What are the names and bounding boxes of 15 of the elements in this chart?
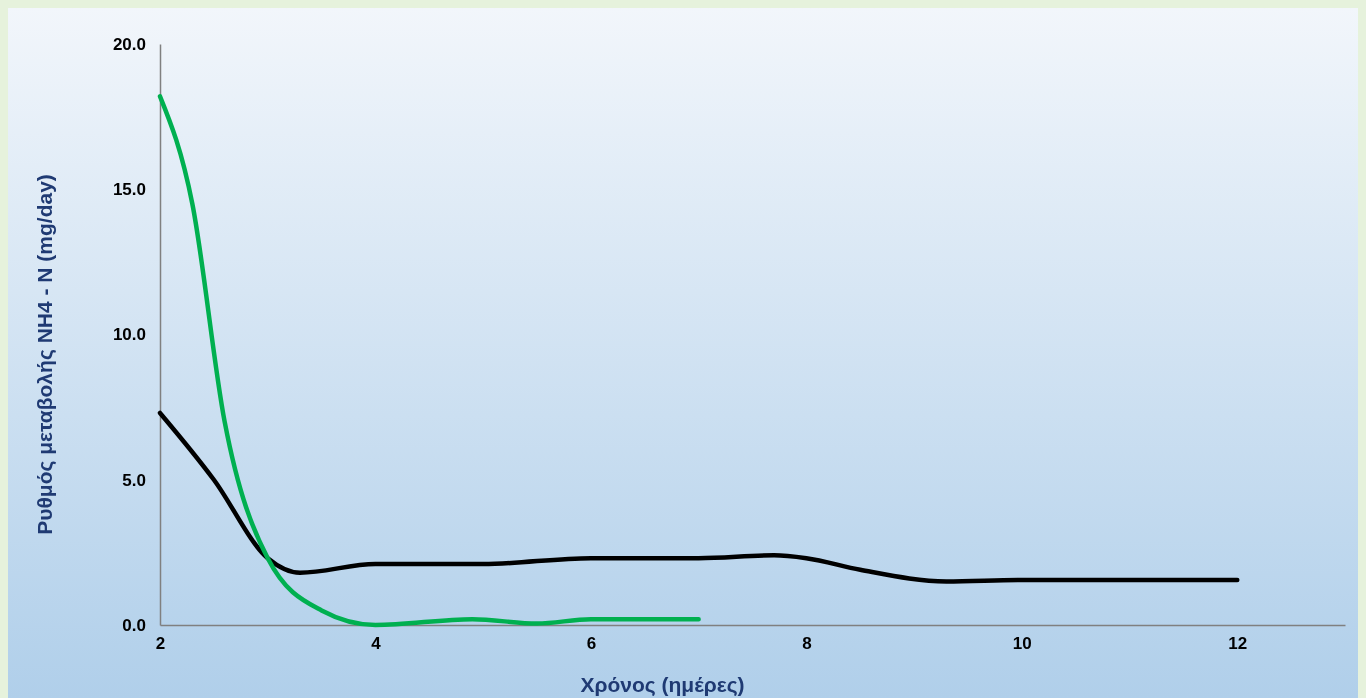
x-axis-title: Χρόνος (ημέρες)	[580, 673, 745, 697]
line-series	[157, 410, 1240, 584]
y-tick-label: 15.0	[112, 180, 146, 200]
x-tick-label: 10	[1012, 634, 1032, 654]
x-tick-label: 2	[155, 634, 166, 654]
line-series	[157, 94, 701, 628]
y-tick-label: 20.0	[112, 34, 146, 54]
y-tick-label: 0.0	[122, 615, 146, 635]
y-axis-title: Ρυθμός μεταβολής NH4 - N (mg/day)	[33, 174, 57, 535]
x-tick-label: 6	[586, 634, 597, 654]
x-tick-label: 12	[1228, 634, 1248, 654]
y-tick-label: 5.0	[122, 470, 146, 490]
x-tick-label: 4	[371, 634, 382, 654]
x-tick-label: 8	[802, 634, 812, 654]
y-tick-label: 10.0	[112, 325, 146, 345]
